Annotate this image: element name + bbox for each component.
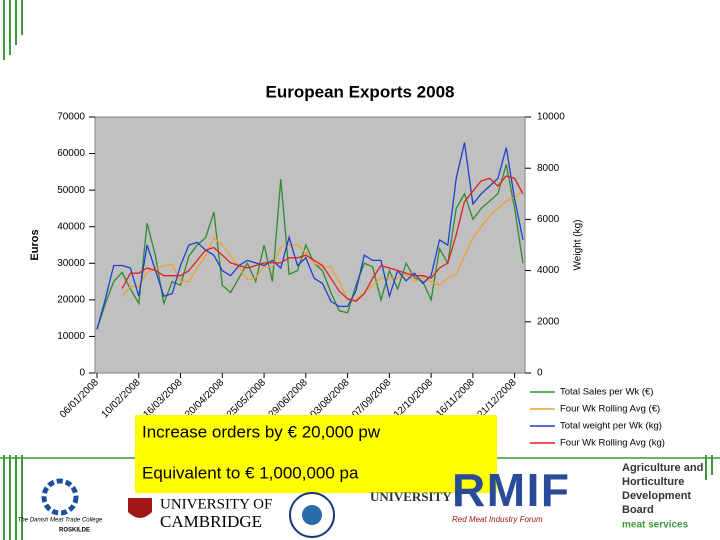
logo-text: ROSKILDE (59, 528, 90, 534)
legend-label: Total weight per Wk (kg) (560, 421, 662, 432)
legend-label: Four Wk Rolling Avg (€) (560, 404, 660, 415)
y2-axis-label: Weight (kg) (573, 220, 584, 271)
logo-text: meat services (622, 520, 689, 531)
y-tick-label: 70000 (57, 112, 85, 123)
series-line (121, 189, 524, 301)
logo-text: UNIVERSITY (370, 489, 452, 504)
logo-text: Horticulture (622, 476, 684, 488)
y-tick-label: 0 (79, 368, 85, 379)
callout: Increase orders by € 20,000 pw (142, 422, 381, 441)
chart-title: European Exports 2008 (266, 82, 455, 101)
series-line (96, 164, 524, 330)
danish-logo (41, 478, 79, 516)
series-line (96, 142, 524, 330)
logo-text: Development (622, 490, 691, 502)
logo-text: CAMBRIDGE (160, 512, 262, 531)
seal-logo (302, 505, 322, 525)
logo-text: The Danish Meat Trade College (18, 518, 103, 524)
y-tick-label: 60000 (57, 148, 85, 159)
logo-text: UNIVERSITY OF (160, 496, 272, 512)
y-tick-label: 30000 (57, 258, 85, 269)
y-axis-label: Euros (29, 229, 41, 260)
logo-text: Red Meat Industry Forum (452, 515, 543, 524)
y-tick-label: 50000 (57, 185, 85, 196)
logo-text: Board (622, 504, 654, 516)
logo-text: Agriculture and (622, 462, 703, 474)
callout-box (135, 415, 497, 493)
y2-tick-label: 8000 (537, 163, 560, 174)
legend-label: Total Sales per Wk (€) (560, 387, 653, 398)
y-tick-label: 20000 (57, 294, 85, 305)
y2-tick-label: 0 (537, 368, 543, 379)
y2-tick-label: 2000 (537, 316, 560, 327)
logos: The Danish Meat Trade College ROSKILDE U… (18, 462, 703, 538)
y-tick-label: 10000 (57, 331, 85, 342)
y2-tick-label: 6000 (537, 214, 560, 225)
cambridge-shield (128, 498, 152, 518)
series-line (121, 175, 524, 303)
logo-text: RMIF (452, 464, 568, 516)
y2-tick-label: 4000 (537, 265, 560, 276)
plot-area (94, 116, 526, 374)
y-tick-label: 40000 (57, 221, 85, 232)
y2-tick-label: 10000 (537, 112, 565, 123)
legend-label: Four Wk Rolling Avg (kg) (560, 438, 665, 449)
callout: Equivalent to € 1,000,000 pa (142, 463, 359, 482)
